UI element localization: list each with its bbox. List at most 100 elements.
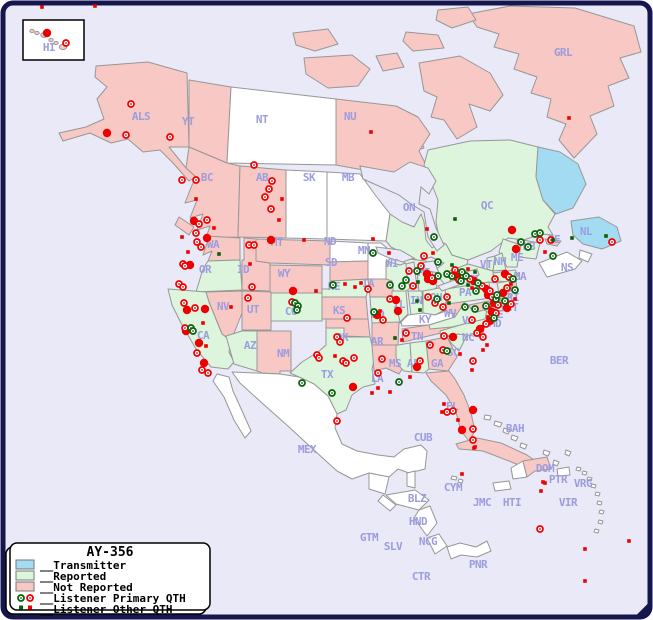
listener-primary-marker-red-dot	[195, 179, 197, 181]
listener-primary-marker-red-dot	[195, 232, 197, 234]
listener-other-marker-red	[353, 285, 357, 289]
listener-primary-marker-green-dot	[296, 309, 298, 311]
listener-primary-marker-red-dot	[169, 136, 171, 138]
region-label-ar: AR	[371, 335, 384, 348]
listener-other-marker-red	[388, 390, 392, 394]
listener-primary-marker-red-dot	[339, 341, 341, 343]
region-devon	[402, 31, 445, 52]
listener-other-marker-red	[466, 267, 470, 271]
region-islet	[483, 414, 492, 421]
hawaii-inset	[22, 19, 85, 61]
region-slv	[377, 494, 397, 512]
listener-other-marker-green	[570, 236, 574, 240]
listener-other-marker-red	[543, 481, 547, 485]
listener-primary-marker-green-dot	[451, 275, 453, 277]
listener-primary-marker-red-dot	[452, 410, 454, 412]
region-hnd	[385, 489, 430, 511]
listener-other-marker-red	[180, 235, 184, 239]
region-label-ab: AB	[256, 171, 269, 184]
region-label-tn: TN	[411, 330, 423, 343]
listener-primary-marker-red-dot	[184, 327, 186, 329]
listener-other-marker-red	[481, 348, 485, 352]
listener-primary-marker-red-dot	[491, 296, 493, 298]
listener-primary-marker-green-dot	[192, 330, 194, 332]
region-islet	[493, 420, 503, 428]
region-hiisl	[53, 40, 59, 46]
listener-primary-marker-red-dot	[412, 285, 414, 287]
listener-primary-marker-red-dot	[472, 360, 474, 362]
region-grl	[467, 5, 642, 159]
region-hiisl	[48, 37, 54, 43]
listener-primary-marker-red-dot	[506, 287, 508, 289]
listener-primary-marker-green-dot	[504, 300, 506, 302]
listener-primary-marker-green-dot	[534, 233, 536, 235]
listener-other-marker-red	[201, 321, 205, 325]
listener-primary-marker-green-dot	[433, 236, 435, 238]
region-label-bah: BAH	[506, 422, 524, 435]
region-mt	[255, 238, 331, 266]
listener-other-marker-red	[470, 286, 474, 290]
region-label-mb: MB	[342, 171, 355, 184]
region-label-ky: KY	[419, 313, 432, 326]
listener-other-marker-red	[194, 197, 198, 201]
region-label-nh: NH	[494, 255, 506, 268]
listener-primary-marker-green-dot	[539, 232, 541, 234]
listener-primary-marker-red-dot	[405, 332, 407, 334]
page-fold	[634, 601, 651, 618]
listener-other-marker-red	[93, 4, 97, 8]
region-label-nv: NV	[217, 300, 230, 313]
listener-other-marker-green	[466, 283, 470, 287]
region-label-wy: WY	[278, 267, 291, 280]
listener-other-marker-green	[473, 270, 477, 274]
listener-other-marker-red	[470, 368, 474, 372]
listener-primary-marker-green-dot	[464, 306, 466, 308]
region-victoria	[303, 54, 371, 89]
listener-primary-marker-red-dot	[178, 283, 180, 285]
listener-primary-marker-red-dot	[251, 286, 253, 288]
region-islet	[552, 459, 560, 467]
listener-primary-marker-green-dot	[474, 308, 476, 310]
listener-cluster-marker	[448, 332, 458, 342]
region-label-id: ID	[237, 263, 250, 276]
legend-label-other-qth: __Listener Other QTH	[40, 603, 172, 616]
listener-primary-marker-red-dot	[248, 244, 250, 246]
region-label-als: ALS	[132, 110, 150, 123]
listener-primary-marker-red-dot	[485, 323, 487, 325]
listener-cluster-marker	[457, 425, 467, 435]
listener-primary-marker-red-dot	[345, 362, 347, 364]
listener-other-marker-red	[400, 338, 404, 342]
region-nu	[335, 98, 431, 178]
listener-cluster-marker	[202, 233, 212, 243]
region-islet	[457, 478, 464, 484]
region-islet	[594, 491, 601, 497]
listener-other-marker-red	[473, 445, 477, 449]
listener-other-marker-red	[509, 282, 513, 286]
region-fl	[425, 370, 476, 442]
listener-primary-marker-red-dot	[494, 278, 496, 280]
listener-primary-marker-green-dot	[437, 261, 439, 263]
listener-primary-marker-red-dot	[201, 369, 203, 371]
region-label-nt: NT	[256, 113, 269, 126]
listener-primary-marker-green-dot	[416, 270, 418, 272]
listener-primary-marker-green-dot	[493, 317, 495, 319]
listener-other-marker-red	[567, 116, 571, 120]
region-islet	[596, 500, 603, 506]
region-label-sk: SK	[303, 171, 316, 184]
listener-primary-marker-red-dot	[253, 244, 255, 246]
legend: AY-356 __Transmitter __Reported __Not Re…	[5, 542, 211, 616]
listener-cluster-marker	[507, 225, 517, 235]
other-qth-icon	[19, 605, 32, 610]
legend-title: AY-356	[87, 545, 134, 560]
region-label-mex: MEX	[298, 443, 317, 456]
region-dom	[522, 456, 552, 478]
listener-primary-marker-red-dot	[429, 344, 431, 346]
listener-other-marker-red	[229, 305, 233, 309]
listener-primary-marker-green-dot	[331, 392, 333, 394]
listener-primary-marker-red-dot	[427, 296, 429, 298]
primary-qth-icon	[17, 594, 34, 602]
listener-other-marker-red	[204, 344, 208, 348]
region-islet	[502, 427, 511, 435]
listener-cluster-marker	[266, 235, 276, 245]
region-hiisl	[34, 30, 40, 36]
listener-cluster-marker	[199, 358, 209, 368]
